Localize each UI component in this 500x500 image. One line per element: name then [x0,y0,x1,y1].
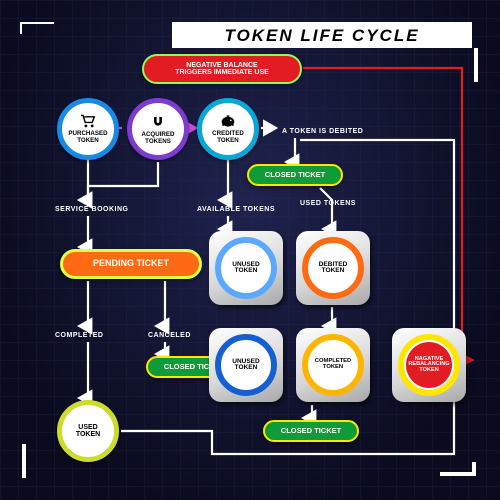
circle-purchased-label: PURCHASEDTOKEN [68,131,107,143]
pill-closed-3: CLOSED TICKET [263,420,359,442]
corner-bottom-right [440,438,480,478]
card-unused2: UNUSEDTOKEN [209,328,283,402]
edge-label-service_booking: SERVICE BOOKING [55,206,129,213]
circle-acquired: ACQUIREDTOKENS [127,98,189,160]
card-unused2-label: UNUSEDTOKEN [223,342,269,388]
pill-neg-trigger: NEGATIVE BALANCETRIGGERS IMMEDIATE USE [142,54,302,84]
circle-used: USEDTOKEN [57,400,119,462]
cart-icon [79,114,97,130]
magnet-icon [150,113,166,131]
arrow-2 [88,162,158,200]
card-completed-label: COMPLETEDTOKEN [310,342,356,388]
pill-pending-label: PENDING TICKET [85,259,177,268]
circle-used-label: USEDTOKEN [76,424,100,438]
card-debited: DEBITEDTOKEN [296,231,370,305]
card-rebal: NAGATIVEREBALANCINGTOKEN [392,328,466,402]
pill-closed-1: CLOSED TICKET [247,164,343,186]
pill-closed-3-label: CLOSED TICKET [273,427,349,435]
title-text: TOKEN LIFE CYCLE [224,26,419,45]
card-unused1: UNUSEDTOKEN [209,231,283,305]
arrow-17 [303,68,470,360]
diagram-canvas: TOKEN LIFE CYCLE NEGATIVE BALANCETRIGGER… [0,0,500,500]
card-unused1-label: UNUSEDTOKEN [223,245,269,291]
circle-purchased: PURCHASEDTOKEN [57,98,119,160]
edge-label-completed_lbl: COMPLETED [55,332,103,339]
corner-top-left [20,22,60,62]
circle-acquired-label: ACQUIREDTOKENS [141,132,174,144]
edge-label-canceled_lbl: CANCELED [148,332,191,339]
card-completed: COMPLETEDTOKEN [296,328,370,402]
pill-neg-trigger-label: NEGATIVE BALANCETRIGGERS IMMEDIATE USE [167,62,277,77]
arrow-14 [121,140,454,454]
edge-label-a_token_debited: A TOKEN IS DEBITED [282,128,363,135]
edge-label-used_tokens: USED TOKENS [300,200,356,207]
piggy-icon [219,114,237,130]
arrow-9 [320,188,332,229]
corner-bottom-left [20,438,34,478]
circle-credited: CREDITEDTOKEN [197,98,259,160]
edge-label-available_tokens: AVAILABLE TOKENS [197,206,275,213]
corner-top-right [466,48,480,88]
pill-pending: PENDING TICKET [60,249,202,279]
card-rebal-label: NAGATIVEREBALANCINGTOKEN [406,342,452,388]
circle-credited-label: CREDITEDTOKEN [212,131,244,143]
pill-closed-1-label: CLOSED TICKET [257,171,333,179]
card-debited-label: DEBITEDTOKEN [310,245,356,291]
title-bar: TOKEN LIFE CYCLE [172,22,472,48]
